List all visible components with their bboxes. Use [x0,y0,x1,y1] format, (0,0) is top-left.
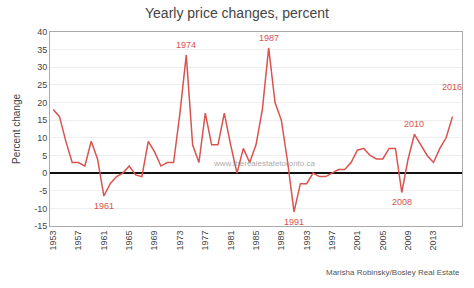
svg-text:10: 10 [37,133,47,143]
svg-text:30: 30 [37,62,47,72]
svg-text:-5: -5 [39,186,47,196]
svg-text:1974: 1974 [176,40,196,50]
svg-text:1997: 1997 [327,231,337,251]
svg-text:-10: -10 [34,204,47,214]
svg-text:2009: 2009 [403,231,413,251]
svg-text:2010: 2010 [404,119,424,129]
svg-text:www.therealestatetoronto.ca: www.therealestatetoronto.ca [213,159,315,168]
svg-text:15: 15 [37,115,47,125]
svg-text:Percent change: Percent change [11,94,22,164]
svg-text:1993: 1993 [302,231,312,251]
svg-text:40: 40 [37,27,47,37]
svg-text:1989: 1989 [276,231,286,251]
svg-text:1973: 1973 [175,231,185,251]
svg-text:2016: 2016 [442,82,462,92]
svg-text:2013: 2013 [428,231,438,251]
svg-text:Marisha Robinsky/Bosley Real E: Marisha Robinsky/Bosley Real Estate [326,268,460,277]
svg-text:1981: 1981 [226,231,236,251]
svg-text:5: 5 [42,151,47,161]
svg-text:2001: 2001 [352,231,362,251]
svg-text:1957: 1957 [73,231,83,251]
svg-text:Yearly price changes, percent: Yearly price changes, percent [145,5,329,21]
svg-text:1977: 1977 [200,231,210,251]
svg-text:20: 20 [37,98,47,108]
svg-text:1965: 1965 [124,231,134,251]
svg-text:1991: 1991 [284,217,304,227]
svg-text:1961: 1961 [94,201,114,211]
svg-text:25: 25 [37,80,47,90]
svg-text:2008: 2008 [392,197,412,207]
svg-text:1987: 1987 [259,33,279,43]
svg-text:1969: 1969 [150,231,160,251]
svg-text:0: 0 [42,168,47,178]
svg-text:2005: 2005 [378,231,388,251]
svg-text:-15: -15 [34,221,47,231]
svg-text:35: 35 [37,45,47,55]
svg-text:1985: 1985 [251,231,261,251]
svg-text:1961: 1961 [99,231,109,251]
svg-text:1953: 1953 [48,231,58,251]
